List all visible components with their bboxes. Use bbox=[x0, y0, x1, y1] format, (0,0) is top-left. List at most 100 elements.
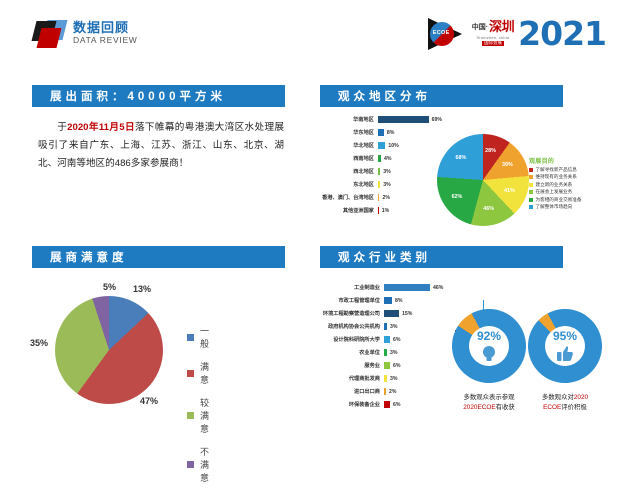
legend-swatch bbox=[529, 204, 533, 209]
event-city-pinyin: Shenzhen, china bbox=[476, 35, 510, 41]
donut-caption-line1: 多数观众对2020 bbox=[541, 394, 589, 401]
bar-value-label: 8% bbox=[395, 297, 403, 304]
legend-item: 建立新的业务关系 bbox=[529, 182, 581, 188]
bar-category-label: 西南地区 bbox=[353, 156, 374, 162]
purpose-legend: 观展目的 了解寻找新产品信息 维持现有的业务关系 建立新的业务关系 在展会上发展业务为… bbox=[529, 156, 581, 211]
bar-fill bbox=[378, 207, 379, 214]
legend-label: 维持现有的业务关系 bbox=[535, 174, 577, 180]
bar-row: 环境工程勘察营造理公司 15% bbox=[322, 308, 447, 319]
legend-item: 维持现有的业务关系 bbox=[529, 174, 581, 180]
bar-value-label: 3% bbox=[390, 323, 398, 330]
bar-row: 服务业 6% bbox=[322, 360, 447, 371]
bar-fill bbox=[384, 375, 387, 382]
bar-value-label: 3% bbox=[390, 375, 398, 382]
bar-fill bbox=[384, 349, 387, 356]
purpose-pie-value-label: 68% bbox=[455, 155, 467, 162]
legend-swatch bbox=[187, 461, 194, 468]
legend-swatch bbox=[529, 197, 533, 202]
bar-fill bbox=[384, 284, 430, 291]
event-city-block: 中国· 深圳 Shenzhen, china 国际会展 bbox=[472, 20, 515, 46]
intro-prefix: 于 bbox=[57, 122, 68, 133]
legend-label: 为客相的商业交易准备 bbox=[535, 196, 582, 202]
data-review-mark-icon bbox=[31, 18, 68, 48]
legend-swatch bbox=[187, 369, 194, 377]
bar-fill bbox=[384, 388, 386, 395]
bar-value-label: 4% bbox=[383, 155, 392, 162]
donut-percent: 92% bbox=[476, 329, 502, 343]
bar-fill bbox=[377, 116, 429, 123]
purpose-pie-chart bbox=[437, 134, 529, 226]
section-title-industry: 观众行业类别 bbox=[320, 246, 563, 268]
purpose-pie-value-label: 28% bbox=[485, 148, 496, 155]
page-title: 数据回顾 bbox=[73, 20, 130, 35]
bar-value-label: 3% bbox=[390, 349, 398, 356]
bar-row: 代理商批发商 3% bbox=[322, 373, 447, 384]
bar-row: 其他亚洲国家 1% bbox=[322, 205, 442, 216]
bar-value-label: 2% bbox=[389, 388, 397, 395]
bar-category-label: 代理商批发商 bbox=[348, 376, 380, 382]
bar-row: 香港、澳门、台湾地区 2% bbox=[322, 192, 442, 203]
bar-fill bbox=[384, 401, 390, 408]
legend-item: 为客相的商业交易准备 bbox=[529, 197, 581, 203]
satisfaction-label-2: 35% bbox=[30, 338, 49, 348]
bar-category-label: 工业制造业 bbox=[354, 285, 380, 291]
legend-swatch bbox=[529, 168, 533, 172]
event-year: 2021 bbox=[518, 14, 607, 53]
bar-category-label: 华东地区 bbox=[353, 130, 374, 136]
bar-fill bbox=[384, 336, 390, 343]
satisfaction-legend: 一般满意较满意不满意 bbox=[187, 324, 210, 494]
legend-swatch bbox=[529, 182, 533, 187]
donut-caption-line2: 2020ECOE有收获 bbox=[463, 404, 515, 411]
legend-item: 了解整体市场趋向 bbox=[529, 204, 581, 210]
donut-center: 95% bbox=[528, 309, 602, 383]
donut-caption-line2: ECOE评价积极 bbox=[543, 404, 587, 411]
legend-label: 在展会上发展业务 bbox=[535, 189, 573, 195]
legend-label: 满意 bbox=[200, 362, 211, 385]
bar-row: 西北地区 3% bbox=[322, 166, 442, 177]
legend-item: 不满意 bbox=[187, 445, 210, 484]
thumbs-up-icon bbox=[528, 345, 602, 366]
bar-row: 市政工程管理单位 8% bbox=[322, 295, 447, 306]
section-title-area: 展出面积：40000平方米 bbox=[32, 85, 285, 107]
bar-fill bbox=[378, 142, 386, 149]
bar-value-label: 10% bbox=[388, 142, 399, 149]
ecoe-badge-label: ECOE bbox=[432, 29, 450, 36]
intro-paragraph: 于2020年11月5日落下帷幕的粤港澳大湾区水处理展吸引了来自广东、上海、江苏、… bbox=[38, 119, 284, 173]
event-logo: ECOE 中国· 深圳 Shenzhen, china 国际会展 2021 bbox=[427, 14, 607, 53]
bar-category-label: 市政工程管理单位 bbox=[338, 298, 380, 304]
purpose-pie-value-label: 41% bbox=[504, 187, 515, 194]
bar-fill bbox=[384, 297, 392, 304]
satisfaction-label-0: 5% bbox=[103, 282, 117, 292]
slide-canvas: 数据回顾 DATA REVIEW ECOE 中国· 深圳 Shenzhen, c… bbox=[30, 14, 616, 483]
purpose-pie-value-label: 39% bbox=[502, 162, 513, 169]
section-title-region: 观众地区分布 bbox=[320, 85, 563, 107]
bar-category-label: 西北地区 bbox=[353, 169, 374, 175]
bar-row: 华南地区 69% bbox=[322, 114, 442, 125]
event-city: 深圳 bbox=[489, 20, 515, 36]
bar-value-label: 3% bbox=[383, 181, 391, 188]
bar-row: 进口出口商 2% bbox=[322, 386, 447, 397]
bar-category-label: 农业单位 bbox=[359, 350, 380, 356]
legend-label: 较满意 bbox=[200, 398, 211, 434]
purpose-pie-value-label: 46% bbox=[483, 206, 495, 213]
intro-body: 落下帷幕的粤港澳大湾区水处理展吸引了来自广东、上海、江苏、浙江、山东、北京、湖北… bbox=[38, 122, 285, 169]
legend-item: 了解寻找新产品信息 bbox=[529, 167, 581, 173]
bar-row: 设计院科研院所大学 6% bbox=[322, 334, 447, 345]
bar-value-label: 46% bbox=[433, 284, 444, 291]
bar-category-label: 政府机构协会公共机构 bbox=[328, 324, 380, 330]
bar-value-label: 3% bbox=[383, 168, 391, 175]
event-venue: 国际会展 bbox=[481, 40, 504, 46]
brand-header: 数据回顾 DATA REVIEW bbox=[31, 18, 138, 48]
bar-category-label: 东北地区 bbox=[353, 182, 374, 188]
page-subtitle: DATA REVIEW bbox=[73, 35, 138, 45]
bar-fill bbox=[378, 194, 380, 201]
ecoe-badge-icon: ECOE bbox=[427, 17, 468, 51]
legend-label: 了解寻找新产品信息 bbox=[535, 167, 577, 172]
section-title-satisfaction: 展商满意度 bbox=[32, 246, 285, 268]
bar-row: 华东地区 8% bbox=[322, 127, 442, 138]
legend-label: 一般 bbox=[200, 326, 211, 349]
bar-fill bbox=[384, 310, 399, 317]
bar-category-label: 华北地区 bbox=[353, 143, 374, 149]
bar-value-label: 1% bbox=[381, 207, 390, 214]
bar-value-label: 6% bbox=[393, 336, 401, 343]
